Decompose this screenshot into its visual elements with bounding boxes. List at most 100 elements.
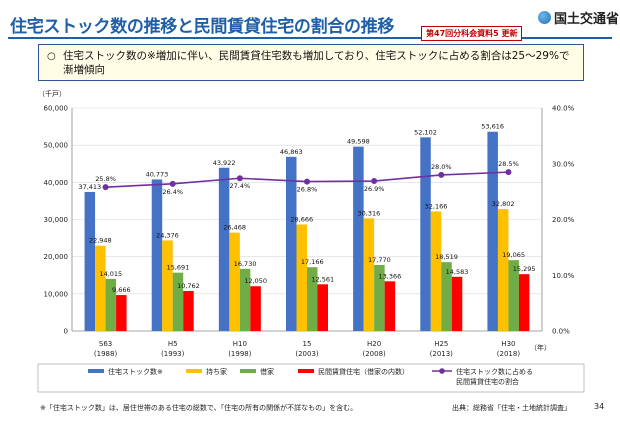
private-rental-data-label: 9,666 <box>112 286 131 294</box>
x-tick-label: (2018) <box>497 350 521 358</box>
ratio-point <box>236 175 243 182</box>
rented-bar <box>172 272 184 331</box>
private-rental-data-label: 12,050 <box>244 277 267 285</box>
legend-swatch <box>298 369 314 373</box>
rented-bar <box>374 264 385 331</box>
x-tick-label: 15 <box>303 340 312 348</box>
x-tick-label: H5 <box>168 340 178 348</box>
y2-tick-label: 40.0% <box>552 105 575 113</box>
y-tick-label: 20,000 <box>44 253 69 261</box>
private-rental-data-label: 14,583 <box>446 268 469 276</box>
owned-bar <box>363 218 375 331</box>
ratio-data-label: 26.8% <box>297 186 318 194</box>
rented-data-label: 16,730 <box>234 260 257 268</box>
rented-bar <box>105 278 117 331</box>
owned-data-label: 26,468 <box>223 224 246 232</box>
stock-bar <box>151 179 163 331</box>
legend-label: 持ち家 <box>206 367 227 376</box>
ratio-point <box>304 178 310 185</box>
ministry-logo-icon <box>538 11 551 24</box>
legend-label: 借家 <box>260 367 274 376</box>
ratio-point <box>102 184 109 191</box>
ratio-point <box>505 169 512 176</box>
legend-swatch <box>88 369 104 373</box>
private-rental-bar <box>116 295 127 331</box>
rented-bar <box>508 260 519 331</box>
owned-bar <box>229 232 240 331</box>
ratio-data-label: 28.5% <box>498 160 519 168</box>
ratio-point <box>438 171 445 178</box>
owned-bar <box>497 209 509 331</box>
rented-bar <box>441 262 452 331</box>
stock-data-label: 49,598 <box>347 138 370 146</box>
x-tick-label: (1993) <box>161 350 185 358</box>
private-rental-bar <box>451 276 463 331</box>
y2-tick-label: 10.0% <box>552 272 575 280</box>
ratio-data-label: 28.0% <box>431 163 452 171</box>
stock-bar <box>487 131 498 331</box>
x-tick-label: H10 <box>233 340 247 348</box>
x-tick-label: S63 <box>99 340 112 348</box>
y2-tick-label: 0.0% <box>552 328 570 336</box>
private-rental-bar <box>384 281 396 331</box>
update-badge: 第47回分科会資料5 更新 <box>421 26 523 41</box>
legend-ratio-label: 住宅ストック数に占める <box>456 367 533 376</box>
private-rental-bar <box>317 284 328 331</box>
ratio-point <box>371 178 378 185</box>
y-tick-label: 60,000 <box>44 105 69 113</box>
y-axis-unit: （千戸） <box>38 89 66 98</box>
ministry-logo: 国土交通省 <box>538 8 619 27</box>
x-tick-label: (2003) <box>295 350 319 358</box>
footnote: ※「住宅ストック数」は、居住世帯のある住宅の総数で、「住宅の所有の関係が不詳なも… <box>40 404 358 412</box>
rented-bar <box>307 267 318 331</box>
rented-data-label: 17,770 <box>368 256 391 264</box>
stock-data-label: 53,616 <box>481 123 504 131</box>
legend-ratio-marker <box>439 368 445 374</box>
private-rental-data-label: 12,561 <box>311 275 334 283</box>
rented-bar <box>239 268 251 331</box>
stock-bar <box>420 137 431 331</box>
legend-label: 住宅ストック数※ <box>108 367 163 376</box>
x-tick-label: (2008) <box>363 350 387 358</box>
owned-data-label: 24,376 <box>156 231 179 239</box>
owned-data-label: 32,802 <box>492 200 515 208</box>
stock-data-label: 40,773 <box>146 170 169 178</box>
private-rental-bar <box>183 291 194 331</box>
stock-data-label: 43,922 <box>213 159 236 167</box>
x-tick-label: H30 <box>501 340 515 348</box>
page-number: 34 <box>594 402 605 411</box>
ratio-data-label: 26.4% <box>162 188 183 196</box>
y-tick-label: 10,000 <box>44 290 69 298</box>
stock-data-label: 37,413 <box>78 183 101 191</box>
private-rental-bar <box>518 274 530 331</box>
owned-bar <box>162 240 173 331</box>
legend-swatch <box>240 369 256 373</box>
x-tick-label: (1988) <box>94 350 118 358</box>
ratio-data-label: 27.4% <box>230 182 251 190</box>
owned-bar <box>95 245 106 331</box>
stock-bar <box>286 156 297 331</box>
rented-data-label: 17,166 <box>301 258 324 266</box>
summary-bullet: ○ <box>47 51 56 62</box>
x-axis-unit: （年） <box>530 343 551 352</box>
stock-data-label: 46,863 <box>280 148 303 156</box>
legend-swatch <box>186 369 202 373</box>
x-tick-label: (2013) <box>430 350 454 358</box>
y-tick-label: 0 <box>64 328 68 336</box>
private-rental-data-label: 15,295 <box>513 265 536 273</box>
owned-bar <box>430 211 442 331</box>
rented-data-label: 15,691 <box>167 264 190 272</box>
legend-ratio-label: 民間賃貸住宅の割合 <box>456 377 519 386</box>
y2-tick-label: 30.0% <box>552 160 575 168</box>
owned-data-label: 28,666 <box>290 215 313 223</box>
owned-data-label: 32,166 <box>425 202 448 210</box>
x-tick-label: (1998) <box>228 350 252 358</box>
private-rental-data-label: 13,366 <box>379 272 402 280</box>
ratio-point <box>169 180 176 187</box>
y-tick-label: 40,000 <box>44 179 69 187</box>
stock-bar <box>218 167 230 331</box>
x-tick-label: H25 <box>434 340 448 348</box>
rented-data-label: 19,065 <box>502 251 525 259</box>
private-rental-bar <box>250 286 261 331</box>
